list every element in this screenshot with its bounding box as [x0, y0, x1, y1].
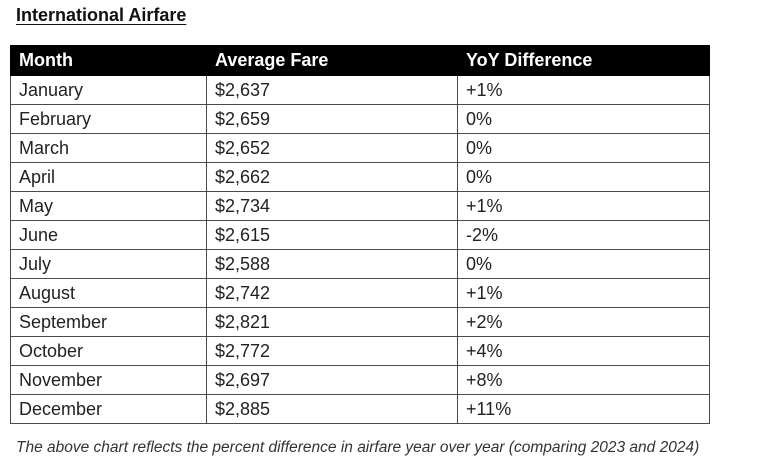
table-row: March $2,652 0% — [10, 133, 710, 163]
month-cell: August — [10, 278, 207, 308]
header-row: Month Average Fare YoY Difference — [10, 45, 710, 76]
table-body: January $2,637 +1% February $2,659 0% March $2,… — [10, 75, 710, 424]
column-header-average-fare: Average Fare — [206, 45, 458, 76]
yoy-difference-cell: +4% — [457, 336, 710, 366]
table-row: November $2,697 +8% — [10, 365, 710, 395]
average-fare-cell: $2,742 — [206, 278, 458, 308]
yoy-difference-cell: 0% — [457, 162, 710, 192]
average-fare-cell: $2,734 — [206, 191, 458, 221]
yoy-difference-cell: +2% — [457, 307, 710, 337]
average-fare-cell: $2,662 — [206, 162, 458, 192]
average-fare-cell: $2,659 — [206, 104, 458, 134]
yoy-difference-cell: +1% — [457, 191, 710, 221]
average-fare-cell: $2,652 — [206, 133, 458, 163]
table-row: July $2,588 0% — [10, 249, 710, 279]
airfare-table: Month Average Fare YoY Difference Januar… — [10, 45, 710, 424]
month-cell: January — [10, 75, 207, 105]
month-cell: May — [10, 191, 207, 221]
average-fare-cell: $2,821 — [206, 307, 458, 337]
yoy-difference-cell: 0% — [457, 104, 710, 134]
month-cell: November — [10, 365, 207, 395]
yoy-difference-cell: 0% — [457, 133, 710, 163]
table-row: September $2,821 +2% — [10, 307, 710, 337]
yoy-difference-cell: -2% — [457, 220, 710, 250]
column-header-month: Month — [10, 45, 207, 76]
table-row: December $2,885 +11% — [10, 394, 710, 424]
month-cell: October — [10, 336, 207, 366]
page-title: International Airfare — [16, 5, 187, 25]
month-cell: July — [10, 249, 207, 279]
footnote: The above chart reflects the percent dif… — [16, 439, 700, 456]
column-header-yoy-difference: YoY Difference — [457, 45, 710, 76]
average-fare-cell: $2,697 — [206, 365, 458, 395]
table-row: June $2,615 -2% — [10, 220, 710, 250]
month-cell: March — [10, 133, 207, 163]
yoy-difference-cell: +8% — [457, 365, 710, 395]
table-row: August $2,742 +1% — [10, 278, 710, 308]
table-header: Month Average Fare YoY Difference — [10, 45, 710, 76]
table-row: February $2,659 0% — [10, 104, 710, 134]
yoy-difference-cell: +1% — [457, 278, 710, 308]
average-fare-cell: $2,588 — [206, 249, 458, 279]
table-row: January $2,637 +1% — [10, 75, 710, 105]
month-cell: April — [10, 162, 207, 192]
month-cell: September — [10, 307, 207, 337]
average-fare-cell: $2,772 — [206, 336, 458, 366]
month-cell: June — [10, 220, 207, 250]
average-fare-cell: $2,885 — [206, 394, 458, 424]
table-row: October $2,772 +4% — [10, 336, 710, 366]
month-cell: February — [10, 104, 207, 134]
yoy-difference-cell: +11% — [457, 394, 710, 424]
yoy-difference-cell: 0% — [457, 249, 710, 279]
average-fare-cell: $2,637 — [206, 75, 458, 105]
yoy-difference-cell: +1% — [457, 75, 710, 105]
average-fare-cell: $2,615 — [206, 220, 458, 250]
table-row: May $2,734 +1% — [10, 191, 710, 221]
table-row: April $2,662 0% — [10, 162, 710, 192]
month-cell: December — [10, 394, 207, 424]
